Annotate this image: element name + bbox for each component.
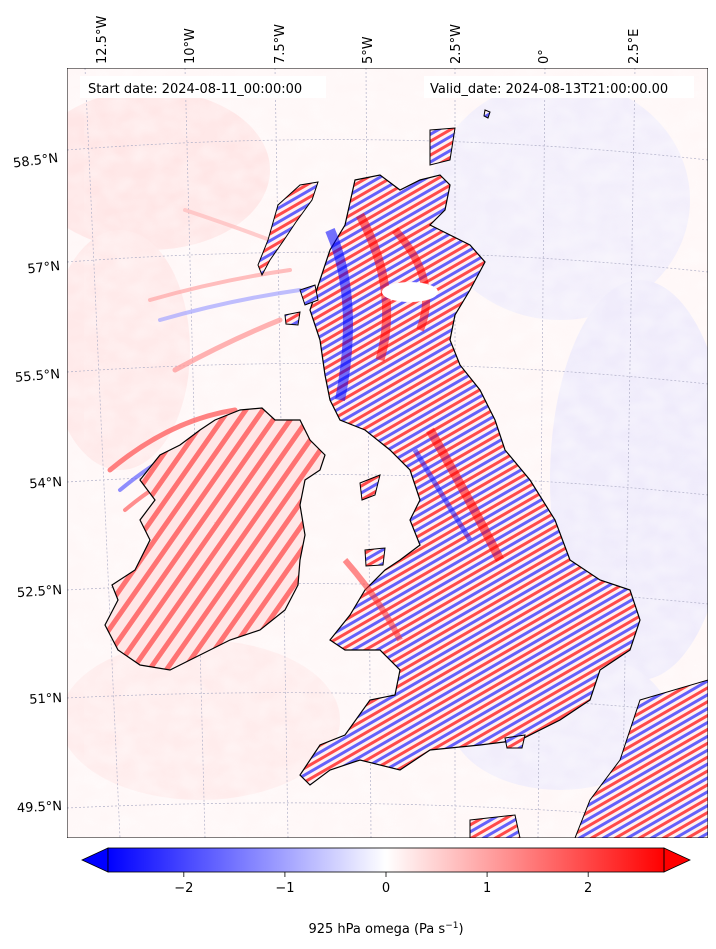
map-area: Start date: 2024-08-11_00:00:00 Valid_da… <box>67 68 708 838</box>
colorbar-extend-max <box>663 847 691 873</box>
lat-tick-label: 57°N <box>27 259 61 277</box>
lon-tick-label: 5°W <box>361 36 376 64</box>
lon-tick-label: 0° <box>537 49 552 64</box>
colorbar-tick-label: −1 <box>275 881 294 896</box>
lon-tick-label: 10°W <box>183 28 198 64</box>
start-date-label: Start date: 2024-08-11_00:00:00 <box>88 82 302 97</box>
colorbar-ticks: −2 −1 0 1 2 <box>174 872 592 896</box>
lat-tick-label: 55.5°N <box>14 367 60 386</box>
lat-tick-label: 58.5°N <box>12 151 59 171</box>
lat-tick-label: 54°N <box>29 475 63 492</box>
lon-tick-label: 12.5°W <box>95 16 110 64</box>
lon-tick-label: 2.5°E <box>627 29 642 64</box>
colorbar-tick-label: 0 <box>382 881 390 896</box>
colorbar-extend-min <box>81 847 109 873</box>
islands <box>257 109 708 838</box>
ireland-landmass <box>104 407 326 671</box>
longitude-tick-labels: 12.5°W 10°W 7.5°W 5°W 2.5°W 0° 2.5°E <box>95 16 642 64</box>
colorbar-gradient <box>108 848 664 872</box>
lat-tick-label: 51°N <box>29 691 63 708</box>
colorbar-tick-label: −2 <box>174 881 193 896</box>
colorbar-tick-label: 1 <box>483 881 491 896</box>
colorbar-title: 925 hPa omega (Pa s−1) <box>308 921 463 937</box>
lon-tick-label: 7.5°W <box>273 24 288 64</box>
colorbar: −2 −1 0 1 2 925 hPa omega (Pa s−1) <box>81 847 691 937</box>
colorbar-tick-label: 2 <box>584 881 592 896</box>
lat-tick-label: 52.5°N <box>16 583 62 601</box>
latitude-tick-labels: 58.5°N 57°N 55.5°N 54°N 52.5°N 51°N 49.5… <box>12 151 62 816</box>
lon-tick-label: 2.5°W <box>449 24 464 64</box>
lat-tick-label: 49.5°N <box>17 799 63 816</box>
valid-date-label: Valid_date: 2024-08-13T21:00:00.00 <box>430 82 668 97</box>
great-britain-landmass <box>299 174 641 786</box>
